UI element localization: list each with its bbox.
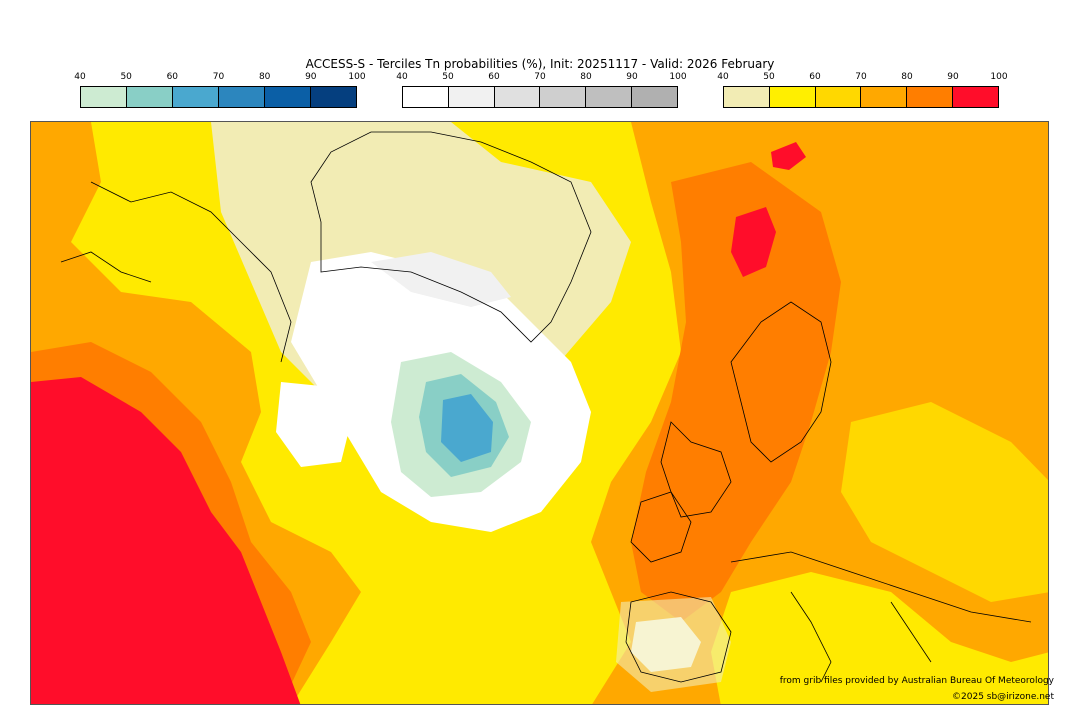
tick-label: 60 <box>488 72 500 82</box>
swatch <box>540 87 587 107</box>
map-title: ACCESS-S - Terciles Tn probabilities (%)… <box>305 57 775 71</box>
colorbar-swatches <box>80 86 357 108</box>
swatch <box>127 87 173 107</box>
tick-label: 80 <box>258 72 271 82</box>
tick-label: 70 <box>534 72 546 82</box>
tick-label: 70 <box>855 72 867 82</box>
tick-label: 50 <box>763 72 775 82</box>
tick-label: 50 <box>442 72 454 82</box>
tick-label: 100 <box>990 72 1008 82</box>
coastlines <box>60 131 1032 683</box>
swatch <box>494 87 541 107</box>
tick-label: 90 <box>305 72 317 82</box>
shade-grey-north <box>371 252 511 307</box>
tick-label: 80 <box>580 72 592 82</box>
tick-label: 100 <box>348 72 366 82</box>
swatch <box>448 87 495 107</box>
shade-red-southwest <box>31 377 301 704</box>
swatch <box>173 87 219 107</box>
swatch <box>769 87 816 107</box>
copyright-credit: ©2025 sb@irizone.net <box>952 692 1054 702</box>
shade-white-west <box>276 382 351 467</box>
colorbar-near-normal: 40 50 60 70 80 90 100 <box>396 72 687 112</box>
tick-label: 40 <box>717 72 729 82</box>
swatch <box>953 87 998 107</box>
colorbar-ticks: 40 50 60 70 80 90 100 <box>717 72 1007 86</box>
tick-label: 40 <box>74 72 86 82</box>
colorbar-ticks: 40 50 60 70 80 90 100 <box>74 72 365 86</box>
swatch <box>586 87 633 107</box>
swatch <box>861 87 908 107</box>
tick-label: 80 <box>901 72 913 82</box>
map-canvas <box>31 122 1048 704</box>
tick-label: 40 <box>396 72 408 82</box>
tick-label: 50 <box>120 72 132 82</box>
tick-label: 90 <box>626 72 638 82</box>
tick-label: 70 <box>212 72 225 82</box>
shade-red-north <box>771 142 806 170</box>
shade-tan-iberia <box>616 597 731 692</box>
probability-map <box>30 121 1049 705</box>
shade-yellow-south <box>711 572 1048 704</box>
swatch <box>907 87 954 107</box>
swatch <box>403 87 449 107</box>
colorbar-below-normal: 40 50 60 70 80 90 100 <box>74 72 366 112</box>
swatch <box>815 87 862 107</box>
swatch <box>81 87 127 107</box>
swatch <box>311 87 356 107</box>
data-source-credit: from grib files provided by Australian B… <box>779 676 1054 686</box>
colorbar-ticks: 40 50 60 70 80 90 100 <box>396 72 686 86</box>
swatch <box>265 87 311 107</box>
swatch <box>632 87 677 107</box>
tick-label: 60 <box>809 72 821 82</box>
tick-label: 60 <box>166 72 179 82</box>
colorbar-swatches <box>402 86 678 108</box>
tick-label: 100 <box>669 72 687 82</box>
tick-label: 90 <box>947 72 959 82</box>
swatch <box>219 87 265 107</box>
shade-darkorange-east <box>631 162 841 622</box>
shade-blue-central <box>441 394 493 462</box>
colorbar-swatches <box>723 86 999 108</box>
colorbar-above-normal: 40 50 60 70 80 90 100 <box>717 72 1008 112</box>
shade-yellow-east <box>841 402 1048 602</box>
swatch <box>724 87 770 107</box>
shade-red-scandinavia <box>731 207 776 277</box>
